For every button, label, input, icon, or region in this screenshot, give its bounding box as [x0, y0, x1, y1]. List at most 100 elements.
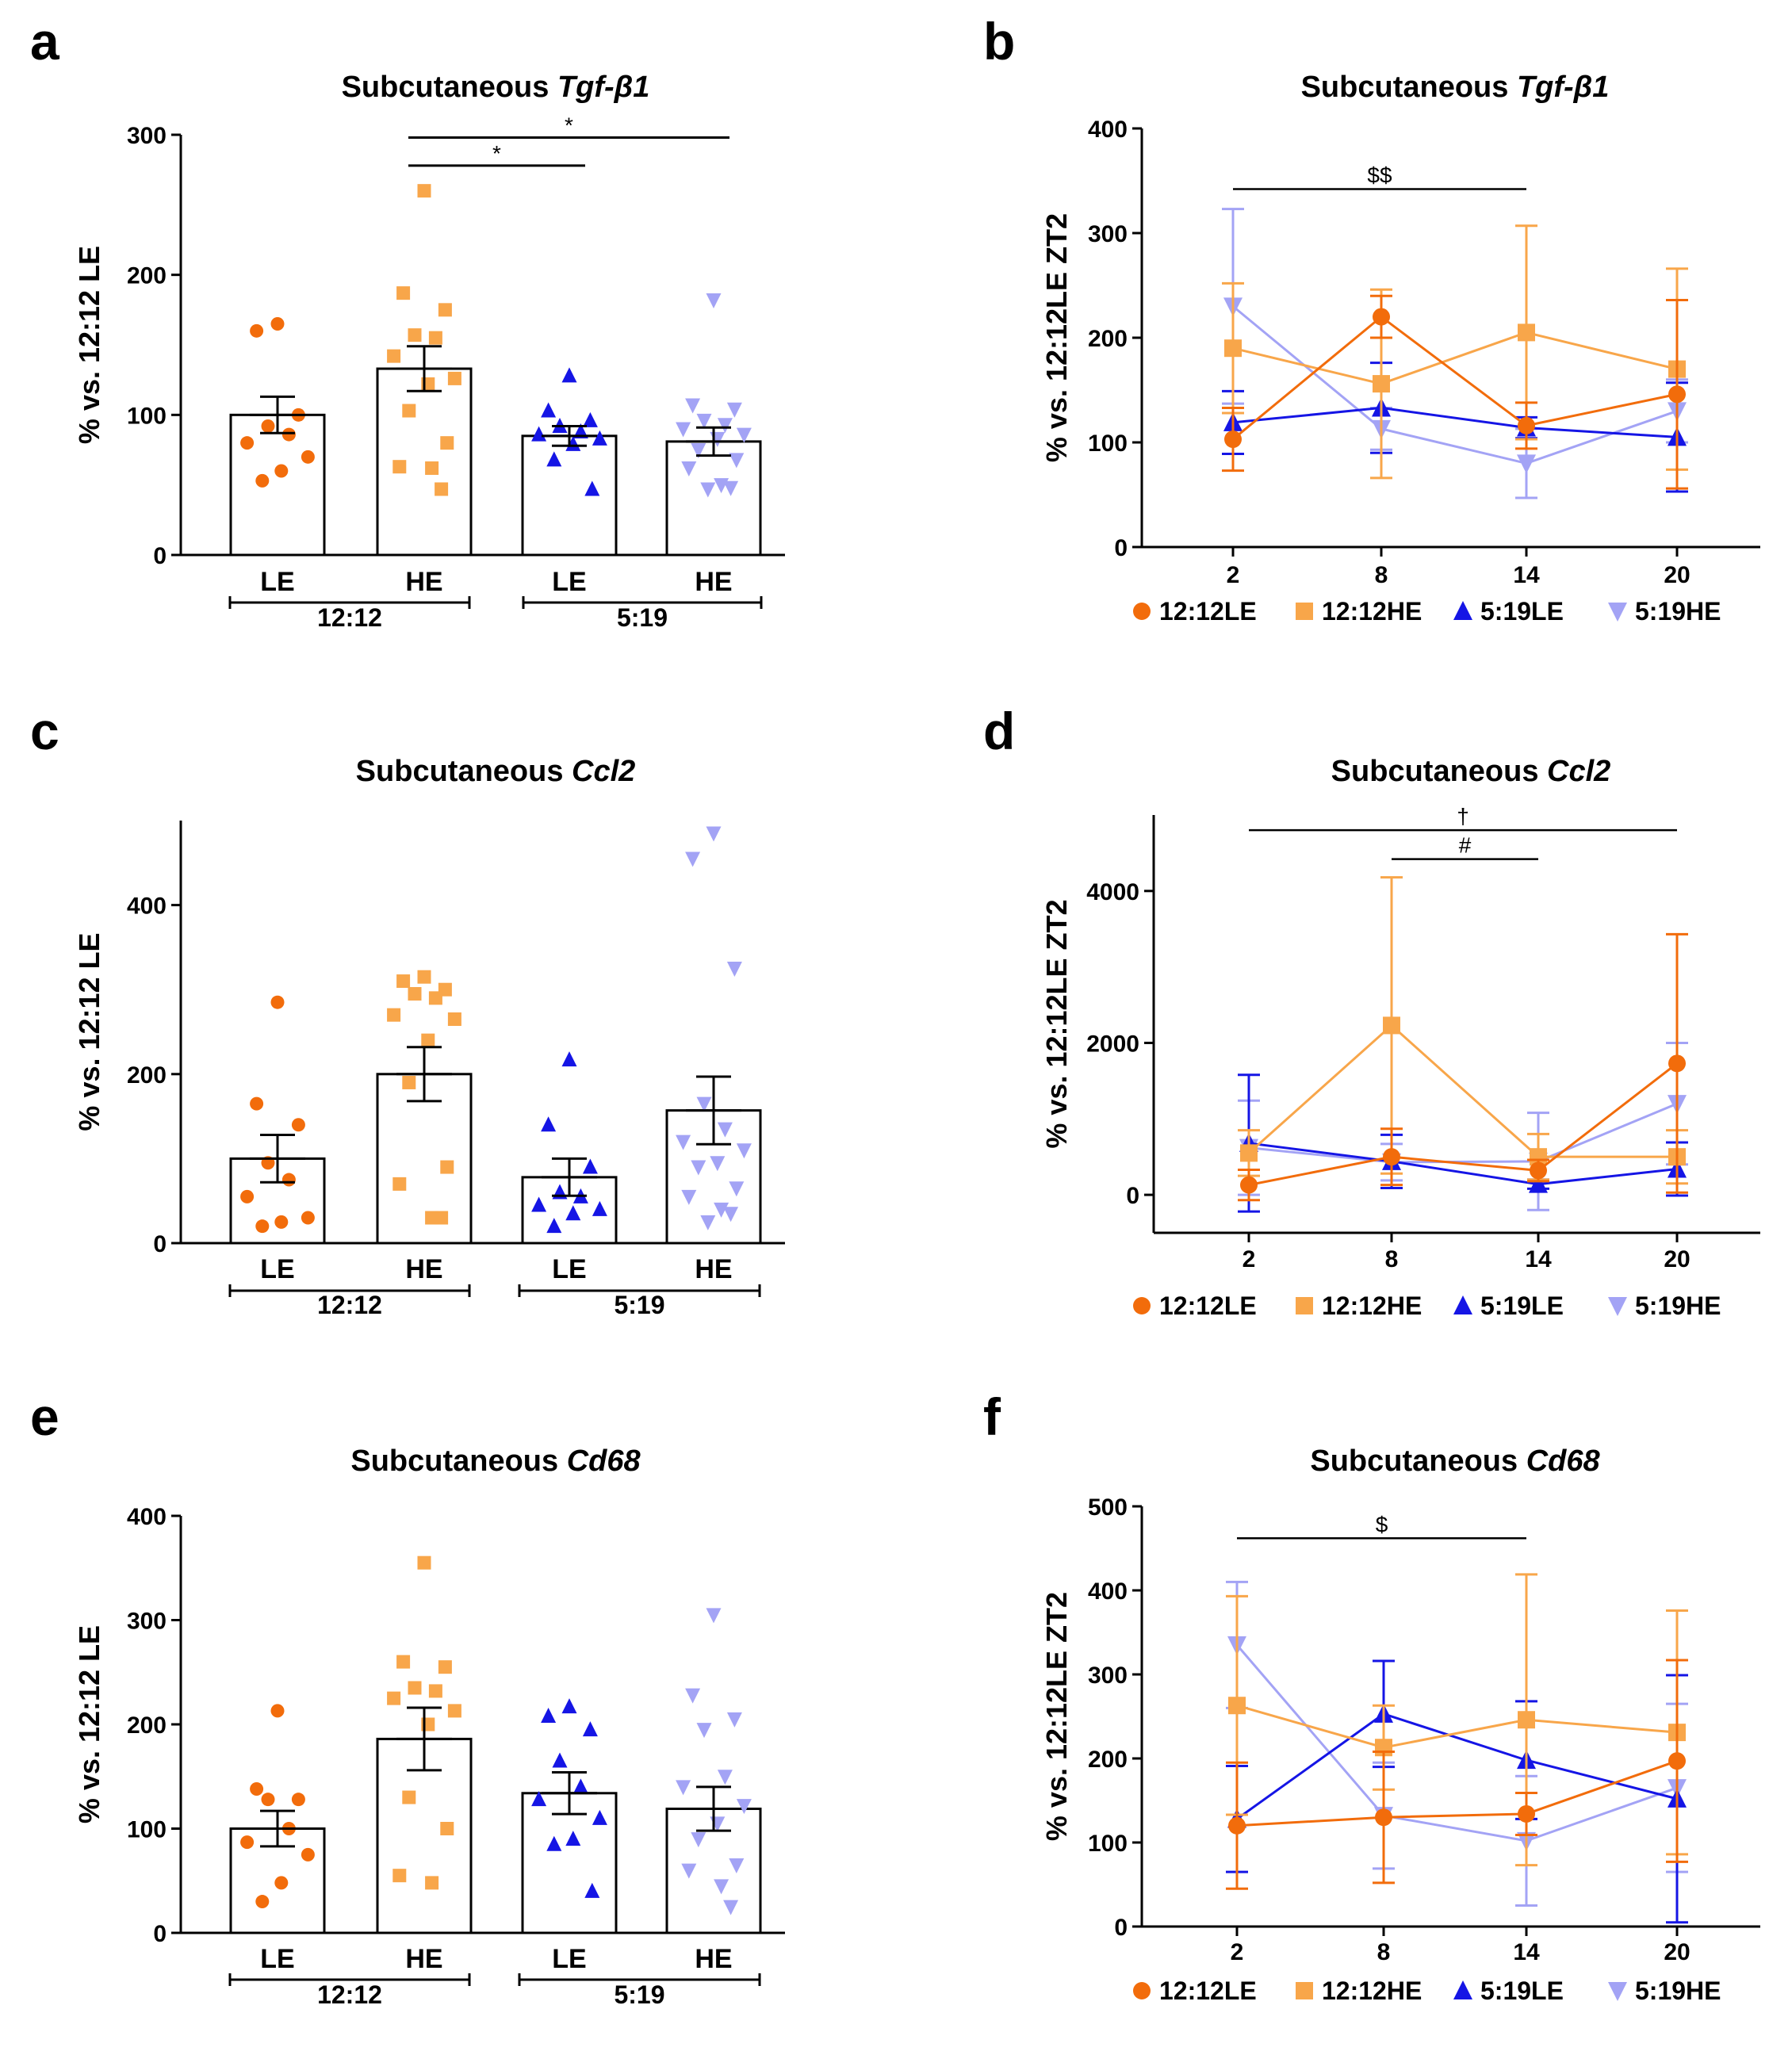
- y-tick-label: 100: [127, 1817, 167, 1843]
- series-line: [1236, 1712, 1678, 1820]
- panel-letter: c: [30, 702, 59, 760]
- data-point: [447, 371, 461, 385]
- legend-label: 5:19HE: [1635, 1291, 1721, 1320]
- x-category-label: HE: [695, 1254, 732, 1284]
- panel-letter: b: [983, 12, 1015, 71]
- series-12:12LE: [1238, 932, 1688, 1202]
- y-tick-label: 200: [127, 1062, 167, 1089]
- data-point: [301, 1847, 315, 1862]
- x-category-label: LE: [552, 1944, 586, 1974]
- legend-item: 12:12HE: [1296, 1291, 1422, 1320]
- data-point: [408, 987, 422, 1001]
- y-tick-label: 500: [1088, 1494, 1128, 1521]
- legend-marker: [1133, 1982, 1151, 1999]
- y-axis-label: % vs. 12:12LE ZT2: [1040, 1592, 1073, 1841]
- data-point: [584, 1882, 600, 1898]
- x-tick-label: 14: [1513, 562, 1540, 588]
- data-point: [291, 1118, 305, 1132]
- title-text: Subcutaneous: [342, 71, 557, 104]
- legend-label: 12:12HE: [1322, 1291, 1422, 1320]
- x-category-label: HE: [405, 1944, 442, 1974]
- legend-item: 5:19HE: [1608, 597, 1721, 626]
- data-point: [281, 1173, 296, 1187]
- legend-item: 5:19HE: [1608, 1291, 1721, 1320]
- data-point: [592, 430, 607, 446]
- data-point: [250, 1096, 264, 1111]
- bar: [376, 367, 473, 557]
- data-point: [541, 1707, 557, 1723]
- title-text: Subcutaneous: [356, 755, 572, 788]
- data-point: [1530, 1161, 1547, 1180]
- series-5:19HE: [1222, 208, 1688, 499]
- data-point: [274, 1876, 289, 1890]
- x-tick-label: 2: [1231, 1939, 1244, 1965]
- panel-c: c Subcutaneous Ccl2 0 200 400 % vs. 12:12 LE L…: [30, 702, 785, 1319]
- series-line: [1232, 315, 1678, 441]
- series-line: [1236, 1704, 1678, 1749]
- legend-marker: [1133, 1297, 1151, 1314]
- data-point: [1517, 454, 1536, 474]
- data-point: [270, 317, 285, 331]
- data-point: [736, 1143, 752, 1159]
- panel-d: d Subcutaneous Ccl2 0 2000 4000 % vs. 12:12LE…: [983, 702, 1760, 1320]
- data-point: [541, 402, 557, 418]
- data-point: [691, 1832, 706, 1848]
- y-tick-label: 100: [1088, 1831, 1128, 1857]
- data-point: [261, 419, 275, 433]
- data-point: [1668, 385, 1686, 404]
- significance-label: $$: [1367, 163, 1392, 188]
- data-point: [726, 962, 742, 978]
- x-category-label: HE: [695, 567, 732, 597]
- title-gene: Tgf-β1: [557, 71, 649, 104]
- y-tick-label: 300: [127, 1609, 167, 1635]
- data-point: [723, 1900, 739, 1915]
- data-point: [435, 1211, 449, 1225]
- data-point: [723, 1207, 739, 1223]
- data-point: [726, 402, 742, 418]
- legend-item: 5:19LE: [1453, 1976, 1564, 2005]
- data-point: [447, 1012, 461, 1027]
- data-point: [584, 480, 600, 496]
- chart-title: Subcutaneous Tgf-β1: [342, 71, 650, 104]
- data-point: [255, 1219, 270, 1234]
- data-point: [561, 1051, 577, 1067]
- legend-label: 5:19LE: [1480, 1976, 1564, 2005]
- y-axis-label: % vs. 12:12 LE: [73, 1625, 105, 1823]
- y-tick-label: 0: [1114, 1915, 1128, 1941]
- chart-title: Subcutaneous Tgf-β1: [1301, 71, 1610, 104]
- series-5:19LE: [1238, 1073, 1688, 1213]
- panel-letter: f: [983, 1387, 1001, 1446]
- legend-item: 12:12HE: [1296, 597, 1422, 626]
- legend-item: 12:12LE: [1133, 597, 1257, 626]
- data-point: [291, 1793, 305, 1807]
- data-point: [392, 1177, 407, 1191]
- panel-e: e Subcutaneous Cd68 0 100 200 300 400 % vs. 12:…: [30, 1387, 785, 2009]
- data-points: [387, 970, 461, 1225]
- panel-b: b Subcutaneous Tgf-β1 0 100 200 300 400 % vs. 1…: [983, 12, 1760, 626]
- significance-label: *: [492, 141, 501, 166]
- y-tick-label: 0: [1114, 535, 1128, 561]
- legend-item: 12:12LE: [1133, 1976, 1257, 2005]
- data-point: [1529, 1173, 1548, 1193]
- x-tick-label: 8: [1385, 1246, 1399, 1272]
- data-point: [402, 1790, 416, 1804]
- data-point: [1518, 416, 1535, 434]
- legend-marker: [1453, 1980, 1472, 1999]
- legend-label: 12:12HE: [1322, 597, 1422, 626]
- data-point: [438, 1660, 452, 1674]
- series-line: [1236, 1759, 1678, 1827]
- legend-label: 12:12LE: [1159, 1976, 1257, 2005]
- data-point: [387, 1691, 401, 1705]
- title-text: Subcutaneous: [350, 1445, 566, 1478]
- data-point: [700, 1215, 716, 1230]
- data-points: [531, 367, 607, 496]
- data-points: [531, 1698, 607, 1898]
- y-axis-label: % vs. 12:12 LE: [73, 246, 105, 444]
- data-point: [561, 367, 577, 383]
- x-category-label: LE: [552, 1254, 586, 1284]
- legend-marker: [1608, 1297, 1627, 1316]
- x-tick-label: 2: [1227, 562, 1240, 588]
- legend-marker: [1608, 603, 1627, 622]
- data-point: [1228, 1816, 1246, 1835]
